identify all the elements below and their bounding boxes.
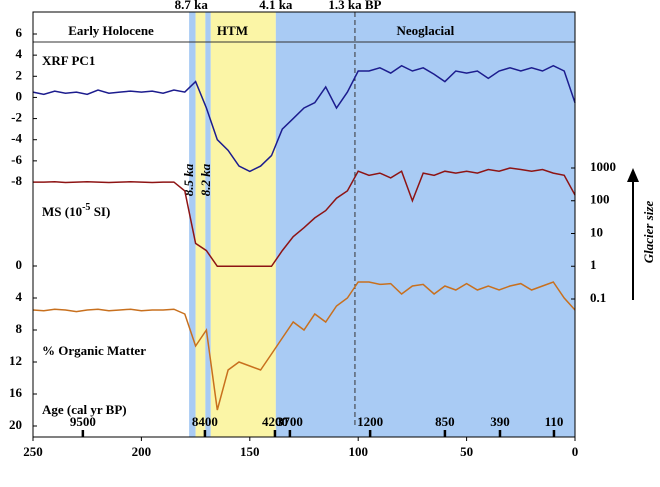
- period-label: HTM: [217, 23, 248, 38]
- shaded-band: [205, 12, 211, 437]
- period-label: Early Holocene: [68, 23, 154, 38]
- y-tick-label: -8: [11, 173, 22, 188]
- x-tick-label: 250: [23, 444, 43, 459]
- series-line: [32, 281, 576, 411]
- y-tick-label: 20: [9, 417, 22, 432]
- event-label: 8.7 ka: [175, 0, 209, 12]
- age-tick-label: 8400: [192, 414, 218, 429]
- y-tick-label: 16: [9, 385, 23, 400]
- event-label: 8.5 ka: [181, 163, 196, 196]
- series-line: [32, 64, 576, 173]
- age-tick-label: 390: [490, 414, 510, 429]
- x-tick-label: 0: [572, 444, 579, 459]
- event-label: 1.3 ka BP: [328, 0, 381, 12]
- x-tick-label: 50: [460, 444, 473, 459]
- y-tick-label: 6: [16, 25, 23, 40]
- y-tick-label: 1000: [590, 159, 616, 174]
- x-tick-label: 150: [240, 444, 260, 459]
- y-tick-label: -6: [11, 152, 22, 167]
- x-tick-label: 200: [132, 444, 152, 459]
- series-label: MS (10-5 SI): [42, 202, 110, 219]
- y-tick-label: -2: [11, 110, 22, 125]
- age-axis-label: Age (cal yr BP): [42, 402, 127, 417]
- y-tick-label: 2: [16, 67, 23, 82]
- y-tick-label: -4: [11, 131, 22, 146]
- series-label: XRF PC1: [42, 53, 95, 68]
- x-tick-label: 100: [348, 444, 368, 459]
- series-label: % Organic Matter: [42, 343, 146, 358]
- y-tick-label: 0.1: [590, 290, 606, 305]
- plot-frame: [32, 11, 576, 438]
- y-tick-label: 0: [16, 257, 23, 272]
- series-label-part: MS (10: [42, 204, 82, 219]
- y-tick-label: 10: [590, 224, 603, 239]
- glacier-arrow-head: [627, 168, 639, 182]
- side-label: Glacier size: [641, 201, 656, 264]
- series-line: [33, 167, 576, 268]
- age-tick-label: 4200: [262, 414, 288, 429]
- y-tick-label: 4: [16, 289, 23, 304]
- foreground-layer: Early Holocene HTM Neoglacial 8.7 ka 4.1 ka 1…: [9, 0, 656, 459]
- period-label: Neoglacial: [397, 23, 455, 38]
- shaded-band: [195, 12, 206, 437]
- shaded-band: [210, 12, 276, 437]
- y-tick-label: 8: [16, 321, 23, 336]
- age-tick-label: 9500: [70, 414, 96, 429]
- event-label: 4.1 ka: [259, 0, 293, 12]
- age-tick-label: 1200: [357, 414, 383, 429]
- event-label: 8.2 ka: [198, 163, 213, 196]
- y-tick-label: 12: [9, 353, 22, 368]
- y-tick-label: 4: [16, 46, 23, 61]
- age-tick-label: 850: [435, 414, 455, 429]
- y-tick-label: 0: [16, 88, 23, 103]
- shaded-band: [275, 12, 575, 437]
- background-layer: [189, 12, 575, 437]
- series-label-part: -5: [82, 202, 90, 213]
- age-tick-label: 110: [545, 414, 564, 429]
- y-tick-label: 1: [590, 257, 597, 272]
- y-tick-label: 100: [590, 192, 610, 207]
- series-label-part: SI): [90, 204, 110, 219]
- age-tick-label: 3700: [277, 414, 303, 429]
